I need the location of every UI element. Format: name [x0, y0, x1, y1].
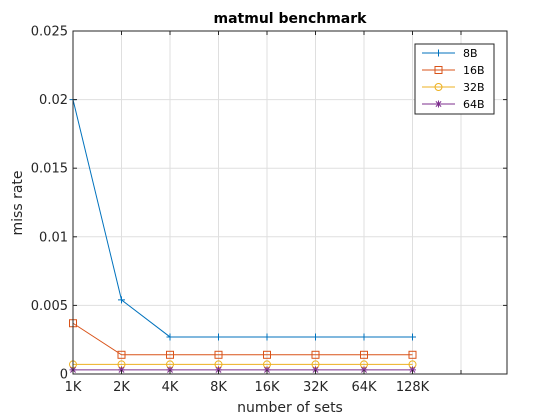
legend-label: 32B [463, 81, 485, 94]
y-tick-label: 0 [60, 368, 68, 383]
data-point [409, 366, 416, 374]
y-tick-label: 0.015 [31, 162, 68, 177]
data-point [118, 366, 125, 374]
data-point [263, 333, 271, 341]
ticks: 0 0.005 0.01 0.015 0.02 0.025 1K 2K 4K 8K 16K 32K 64… [31, 25, 507, 395]
data-point [215, 366, 222, 374]
x-tick-label: 4K [162, 380, 179, 395]
y-tick-label: 0.025 [31, 25, 68, 40]
series-16b [69, 319, 417, 359]
series-8b [69, 96, 416, 341]
legend-entry: 8B [422, 47, 478, 60]
x-tick-label: 64K [351, 380, 377, 395]
x-tick-label: 128K [396, 380, 430, 395]
y-tick-label: 0.02 [39, 93, 68, 108]
x-tick-label: 2K [113, 380, 130, 395]
legend-entry: 32B [422, 81, 485, 94]
x-tick-label: 16K [254, 380, 280, 395]
data-point [263, 366, 271, 374]
legend-label: 64B [463, 98, 485, 111]
data-point [409, 333, 416, 341]
data-point [360, 366, 368, 374]
y-axis-label: miss rate [10, 170, 26, 235]
data-point [311, 350, 320, 359]
legend-label: 16B [463, 64, 485, 77]
legend-marker [435, 49, 442, 57]
legend-marker [435, 100, 442, 108]
x-tick-label: 1K [65, 380, 82, 395]
legend-entry: 16B [422, 64, 485, 77]
data-point [263, 350, 271, 359]
data-point [117, 350, 126, 359]
legend-box [414, 43, 495, 115]
data-point [312, 366, 319, 374]
data-point [360, 333, 368, 341]
data-point [166, 350, 174, 359]
data-point [360, 350, 368, 359]
series-line [72, 99, 413, 338]
legend: 8B 16B 32B 64B [414, 43, 495, 115]
data-point [214, 350, 223, 359]
legend-label: 8B [463, 47, 478, 60]
data-point [166, 333, 174, 341]
data-point [118, 296, 125, 304]
series-line [72, 322, 413, 356]
data-point [312, 333, 319, 341]
data-point [166, 366, 174, 374]
y-tick-label: 0.005 [31, 299, 68, 314]
plot-frame [72, 30, 508, 375]
x-tick-label: 8K [210, 380, 227, 395]
data-point [215, 333, 222, 341]
chart-title: matmul benchmark [214, 11, 368, 27]
legend-marker [434, 66, 443, 74]
x-tick-label: 32K [303, 380, 329, 395]
x-axis-label: number of sets [237, 400, 343, 416]
y-tick-label: 0.01 [39, 230, 68, 245]
legend-marker [434, 83, 443, 91]
legend-entry: 64B [422, 98, 485, 111]
data-point [408, 350, 417, 359]
